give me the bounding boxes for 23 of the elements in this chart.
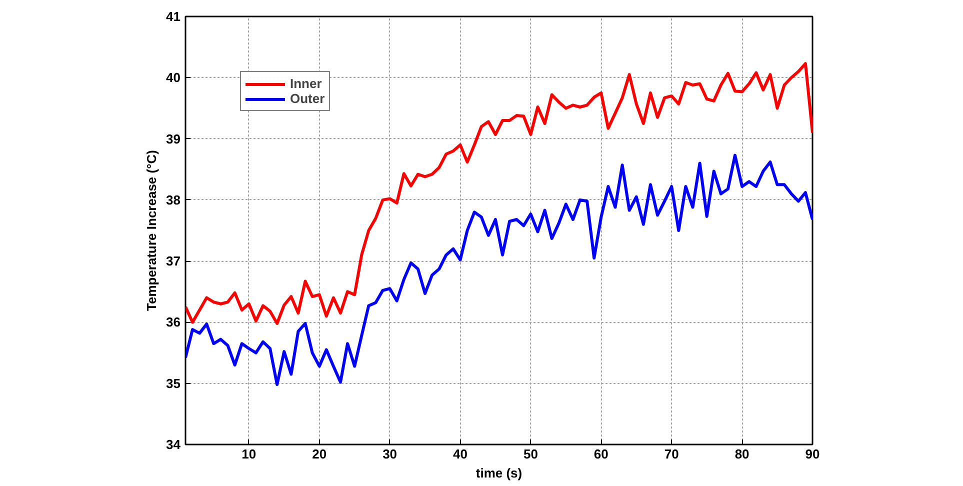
line-series bbox=[186, 154, 812, 386]
y-tick-label: 41 bbox=[166, 9, 181, 24]
y-tick-label: 40 bbox=[166, 70, 181, 86]
x-tick-label: 50 bbox=[523, 446, 538, 462]
y-tick-label: 37 bbox=[166, 254, 181, 269]
y-tick-label: 38 bbox=[166, 192, 181, 208]
y-tick-label: 39 bbox=[166, 131, 181, 146]
x-tick-label: 60 bbox=[594, 446, 608, 462]
legend-label: Outer bbox=[290, 91, 325, 106]
y-tick-label: 35 bbox=[166, 376, 181, 391]
line-series bbox=[186, 62, 812, 325]
x-tick-label: 80 bbox=[734, 446, 750, 462]
x-tick-label: 20 bbox=[312, 446, 327, 462]
x-tick-label: 70 bbox=[664, 446, 679, 462]
x-axis-title: time (s) bbox=[476, 466, 522, 480]
y-tick-label: 36 bbox=[166, 314, 181, 330]
y-axis-title: Temperature Increase (°C) bbox=[144, 150, 160, 312]
x-tick-label: 10 bbox=[242, 446, 256, 462]
x-tick-label: 90 bbox=[805, 446, 820, 462]
x-tick-label: 40 bbox=[453, 446, 468, 462]
x-tick-label: 30 bbox=[382, 446, 398, 462]
legend-label: Inner bbox=[290, 76, 322, 91]
y-tick-label: 34 bbox=[166, 437, 182, 452]
